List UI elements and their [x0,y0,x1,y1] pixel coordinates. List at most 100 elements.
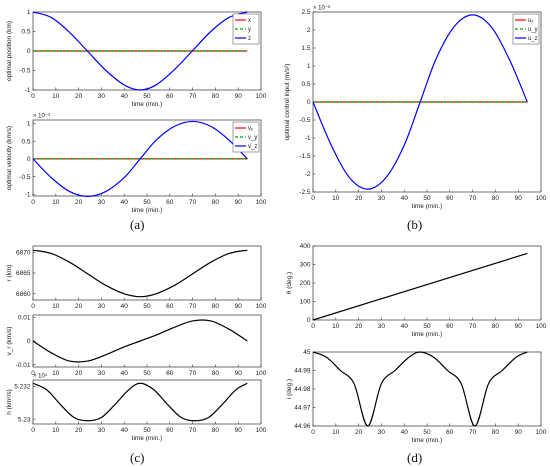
panel-label-c: (c) [130,450,145,465]
chart-a2: 0 10 20 30 40 50 60 70 80 90 100 -1 -0.5 0 0.5 1 time (m… [6,114,267,215]
y-tick-label: 0 [27,156,31,163]
panel-label-a: (a) [130,217,145,232]
x-tick-label: 50 [423,429,431,436]
y-axis-label: v_r (km/s) [6,327,13,356]
y-tick-label: 1 [307,63,311,70]
x-tick-label: 0 [31,303,35,310]
x-tick-label: 20 [75,199,83,206]
x-tick-label: 50 [143,370,151,377]
x-tick-label: 40 [121,427,129,434]
x-tick-label: 90 [515,195,523,202]
x-tick-label: 100 [256,303,267,310]
y-tick-label: 0.5 [301,81,310,88]
x-tick-label: 100 [256,93,267,100]
y-tick-label: -1.5 [299,153,311,160]
y-axis-label: θ (deg.) [286,272,293,294]
x-tick-label: 70 [469,429,477,436]
y-tick-label: 44.97 [294,405,311,412]
x-tick-label: 30 [378,195,386,202]
x-tick-label: 30 [98,199,106,206]
chart-d2: 0 10 20 30 40 50 60 70 80 90 100 44.96 44.97 44.98 44.… [286,349,547,444]
x-tick-label: 60 [166,93,174,100]
x-axis-label: time (min.) [132,101,163,108]
chart-c1: 0 10 20 30 40 50 60 70 80 90 100 6860 6865 6870 r (km) [6,245,267,310]
x-tick-label: 70 [189,93,197,100]
series-line-a2-2 [32,120,248,197]
y-tick-label: -0.5 [19,174,31,181]
series-line-a1-2 [32,11,248,91]
y-axis-label: optimal control input (m/s²) [284,64,291,141]
legend-entry: y [248,27,251,33]
y-tick-label: -0.01 [16,362,31,369]
x-tick-label: 60 [446,323,454,330]
y-tick-label: -0.5 [299,117,311,124]
legend-entry: uₓ [528,18,533,24]
y-tick-label: 100 [300,299,311,306]
x-axis-label: time (min.) [132,207,163,214]
x-tick-label: 20 [75,370,83,377]
x-tick-label: 50 [143,93,151,100]
plot-frame [32,379,262,425]
y-axis-label: optimal position (km) [6,21,13,81]
y-tick-label: 0 [307,317,311,324]
x-tick-label: 80 [212,303,220,310]
legend-a1: xyz [232,13,260,45]
panel-label-d: (d) [407,450,423,465]
x-tick-label: 40 [121,370,129,377]
x-tick-label: 10 [52,427,60,434]
legend-entry: vₓ [248,126,253,132]
x-tick-label: 40 [121,199,129,206]
y-tick-label: 0.01 [18,315,31,322]
y-tick-label: 6865 [16,270,31,277]
y-tick-label: 200 [300,280,311,287]
legend-a2: vₓ v_y v_z [232,121,260,153]
x-tick-label: 100 [536,323,547,330]
x-tick-label: 50 [143,427,151,434]
y-tick-label: -2.5 [299,189,311,196]
chart-b: 0 10 20 30 40 50 60 70 80 90 100 -2.5 -2 -1.5 -1 -0.5 0 0… [284,5,547,211]
x-tick-label: 90 [515,429,523,436]
x-tick-label: 50 [143,303,151,310]
plot-frame [32,314,262,368]
x-tick-label: 80 [492,429,500,436]
x-tick-label: 20 [355,195,363,202]
x-tick-label: 30 [98,370,106,377]
x-tick-label: 80 [212,199,220,206]
series-line-c3-0 [32,382,248,422]
y-axis-label: i (deg.) [286,379,293,399]
x-axis-label: time (min.) [412,437,443,444]
y-tick-label: -2 [305,171,311,178]
x-tick-label: 70 [469,195,477,202]
x-tick-label: 40 [401,429,409,436]
x-tick-label: 10 [332,195,340,202]
x-tick-label: 20 [75,303,83,310]
y-tick-label: 0 [27,338,31,345]
x-tick-label: 70 [189,303,197,310]
y-tick-label: 2 [307,27,311,34]
x-axis-label: time (min.) [412,331,443,338]
plot-frame [32,245,262,301]
x-tick-label: 20 [355,429,363,436]
x-tick-label: 60 [166,427,174,434]
x-tick-label: 100 [256,427,267,434]
series-line-c2-0 [32,319,248,363]
legend-entry: u_z [528,36,538,42]
x-tick-label: 40 [121,93,129,100]
y-tick-label: 2.5 [301,9,310,16]
x-tick-label: 70 [189,370,197,377]
axis-exponent: × 10⁴ [33,373,48,380]
y-tick-label: 1.5 [301,45,310,52]
x-tick-label: 10 [52,199,60,206]
x-tick-label: 0 [311,323,315,330]
x-tick-label: 30 [98,427,106,434]
y-tick-label: 6860 [16,291,31,298]
legend-entry: z [248,36,251,42]
y-axis-label: r (km) [6,265,13,282]
x-tick-label: 80 [492,323,500,330]
y-tick-label: 300 [300,262,311,269]
y-tick-label: 44.96 [294,423,311,430]
y-tick-label: -0.5 [19,68,31,75]
x-tick-label: 90 [235,199,243,206]
y-tick-label: 1 [27,121,31,128]
y-tick-label: 400 [300,243,311,250]
